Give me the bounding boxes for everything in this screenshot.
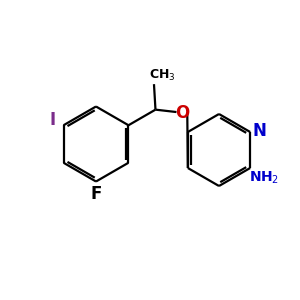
Text: NH$_2$: NH$_2$ [249, 169, 279, 186]
Text: I: I [49, 111, 55, 129]
Text: O: O [175, 103, 189, 122]
Text: N: N [253, 122, 267, 140]
Text: F: F [90, 185, 102, 203]
Text: CH$_3$: CH$_3$ [149, 68, 176, 83]
